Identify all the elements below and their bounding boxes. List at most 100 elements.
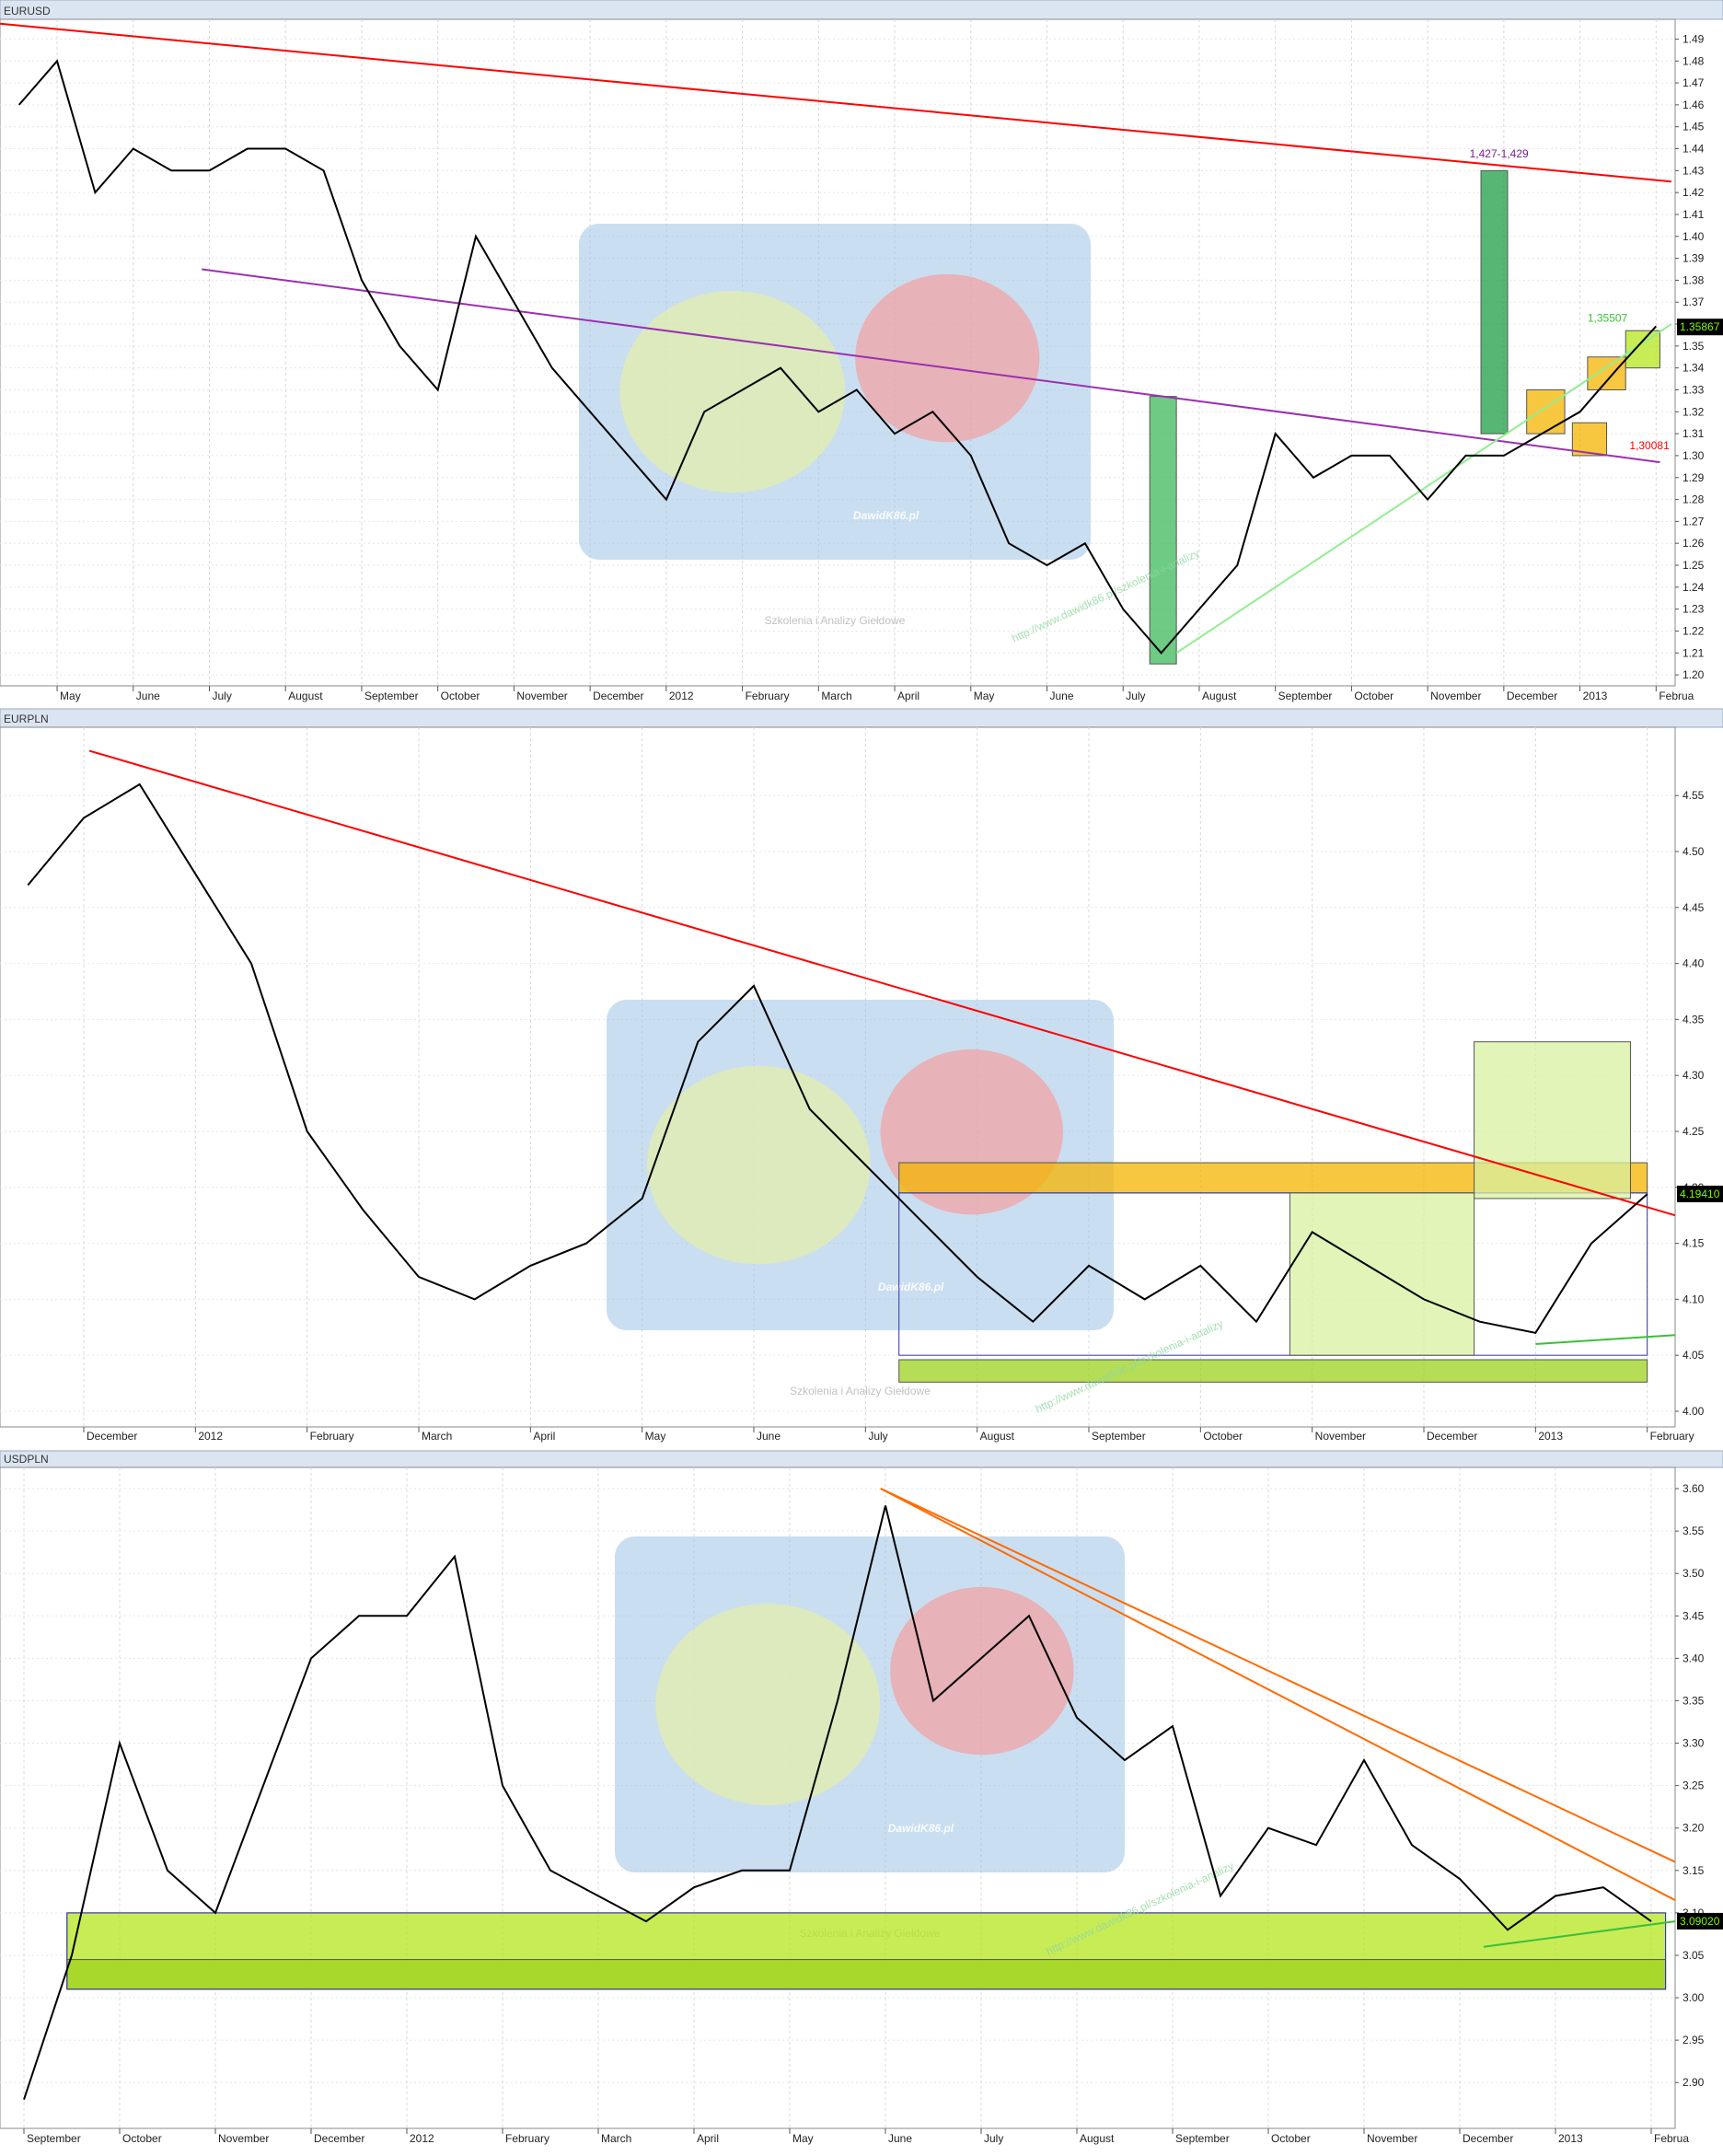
- x-tick-label: December: [1427, 1430, 1477, 1443]
- trend-line: [880, 1488, 1676, 1901]
- zone: [66, 1959, 1667, 1990]
- trend-line: [88, 749, 1676, 1217]
- x-tick-label: 2013: [1538, 1430, 1563, 1443]
- y-tick-label: 1.39: [1683, 252, 1705, 265]
- y-tick-label: 4.15: [1683, 1237, 1705, 1250]
- x-tick-label: 2012: [410, 2132, 434, 2145]
- x-tick-label: November: [1315, 1430, 1366, 1443]
- y-tick-label: 1.30: [1683, 449, 1705, 462]
- y-tick-label: 1.25: [1683, 559, 1705, 572]
- trend-line: [1175, 323, 1672, 655]
- y-tick-label: 1.49: [1683, 32, 1705, 45]
- x-tick-label: October: [1354, 690, 1393, 702]
- y-tick-label: 1.24: [1683, 581, 1705, 594]
- x-tick-label: July: [1126, 690, 1145, 702]
- y-tick-label: 4.25: [1683, 1125, 1705, 1138]
- y-tick-label: 1.26: [1683, 537, 1705, 550]
- trend-line: [202, 268, 1660, 464]
- zone: [1587, 356, 1626, 390]
- y-tick-label: 3.50: [1683, 1567, 1705, 1580]
- x-tick-label: June: [888, 2132, 912, 2145]
- x-tick-label: February: [310, 1430, 354, 1443]
- x-tick-label: October: [122, 2132, 162, 2145]
- y-tick-label: 4.00: [1683, 1405, 1705, 1418]
- x-tick-label: March: [601, 2132, 631, 2145]
- y-tick-label: 4.10: [1683, 1292, 1705, 1305]
- watermark-bull: [619, 291, 846, 493]
- x-tick-label: 2012: [198, 1430, 223, 1443]
- x-tick-label: December: [593, 690, 643, 702]
- watermark-bull: [655, 1604, 881, 1805]
- trend-line: [1535, 1334, 1676, 1346]
- trend-line: [0, 22, 1671, 183]
- y-tick-label: 1.23: [1683, 603, 1705, 616]
- x-tick-label: Februa: [1654, 2132, 1689, 2145]
- y-tick-label: 4.45: [1683, 901, 1705, 914]
- x-tick-label: September: [1278, 690, 1333, 702]
- panel-title: EURPLN: [4, 713, 49, 725]
- y-tick-label: 4.55: [1683, 789, 1705, 802]
- x-tick-label: September: [364, 690, 419, 702]
- last-price-label: 4.19410: [1680, 1188, 1720, 1200]
- watermark-brand: DawidK86.pl: [888, 1822, 954, 1835]
- x-tick-label: December: [314, 2132, 364, 2145]
- y-tick-label: 1.34: [1683, 362, 1705, 375]
- x-tick-label: April: [533, 1430, 555, 1443]
- x-tick-label: September: [1092, 1430, 1146, 1443]
- trend-line: [880, 1488, 1676, 1863]
- y-tick-label: 1.45: [1683, 121, 1705, 133]
- x-tick-label: June: [136, 690, 160, 702]
- y-tick-label: 1.22: [1683, 624, 1705, 637]
- x-tick-label: August: [980, 1430, 1015, 1443]
- x-tick-label: July: [868, 1430, 887, 1443]
- panel-title: USDPLN: [4, 1453, 49, 1466]
- x-tick-label: May: [60, 690, 81, 702]
- last-price-box: [1677, 319, 1723, 336]
- x-tick-label: 2013: [1583, 690, 1608, 702]
- zone: [1571, 422, 1608, 457]
- annotation: 1,35507: [1588, 312, 1628, 325]
- watermark-bear: [855, 273, 1040, 443]
- y-tick-label: 1.40: [1683, 230, 1705, 243]
- x-tick-label: May: [645, 1430, 666, 1443]
- zone: [1474, 1041, 1631, 1200]
- annotation: 1,427-1,429: [1470, 147, 1529, 160]
- zone: [898, 1359, 1648, 1383]
- y-tick-label: 4.50: [1683, 845, 1705, 858]
- y-tick-label: 3.15: [1683, 1864, 1705, 1877]
- x-tick-label: November: [218, 2132, 269, 2145]
- y-tick-label: 3.25: [1683, 1779, 1705, 1792]
- price-line: [23, 1505, 1652, 2101]
- x-tick-label: November: [1430, 690, 1481, 702]
- x-tick-label: August: [1202, 690, 1237, 702]
- last-price-box: [1677, 1185, 1723, 1202]
- x-tick-label: October: [1271, 2132, 1311, 2145]
- y-tick-label: 3.00: [1683, 1991, 1705, 2004]
- x-tick-label: April: [697, 2132, 719, 2145]
- y-tick-label: 1.37: [1683, 296, 1705, 308]
- x-tick-label: February: [746, 690, 790, 702]
- x-tick-label: 2012: [669, 690, 694, 702]
- y-tick-label: 3.45: [1683, 1609, 1705, 1622]
- x-tick-label: November: [516, 690, 567, 702]
- x-tick-label: December: [87, 1430, 137, 1443]
- y-tick-label: 1.28: [1683, 493, 1705, 506]
- y-tick-label: 1.43: [1683, 164, 1705, 177]
- y-tick-label: 2.95: [1683, 2034, 1705, 2046]
- y-tick-label: 1.44: [1683, 143, 1705, 156]
- y-tick-label: 1.41: [1683, 208, 1705, 221]
- panel-header: [0, 1450, 1723, 1468]
- panel-header: [0, 0, 1723, 20]
- y-tick-label: 3.05: [1683, 1949, 1705, 1962]
- y-tick-label: 3.30: [1683, 1737, 1705, 1750]
- y-tick-label: 1.33: [1683, 383, 1705, 396]
- watermark-brand: DawidK86.pl: [878, 1281, 944, 1293]
- x-tick-label: July: [984, 2132, 1003, 2145]
- y-tick-label: 1.47: [1683, 76, 1705, 89]
- x-tick-label: September: [1175, 2132, 1230, 2145]
- y-tick-label: 1.27: [1683, 515, 1705, 527]
- x-tick-label: February: [1650, 1430, 1694, 1443]
- y-tick-label: 1.20: [1683, 668, 1705, 681]
- watermark-bull: [647, 1065, 871, 1265]
